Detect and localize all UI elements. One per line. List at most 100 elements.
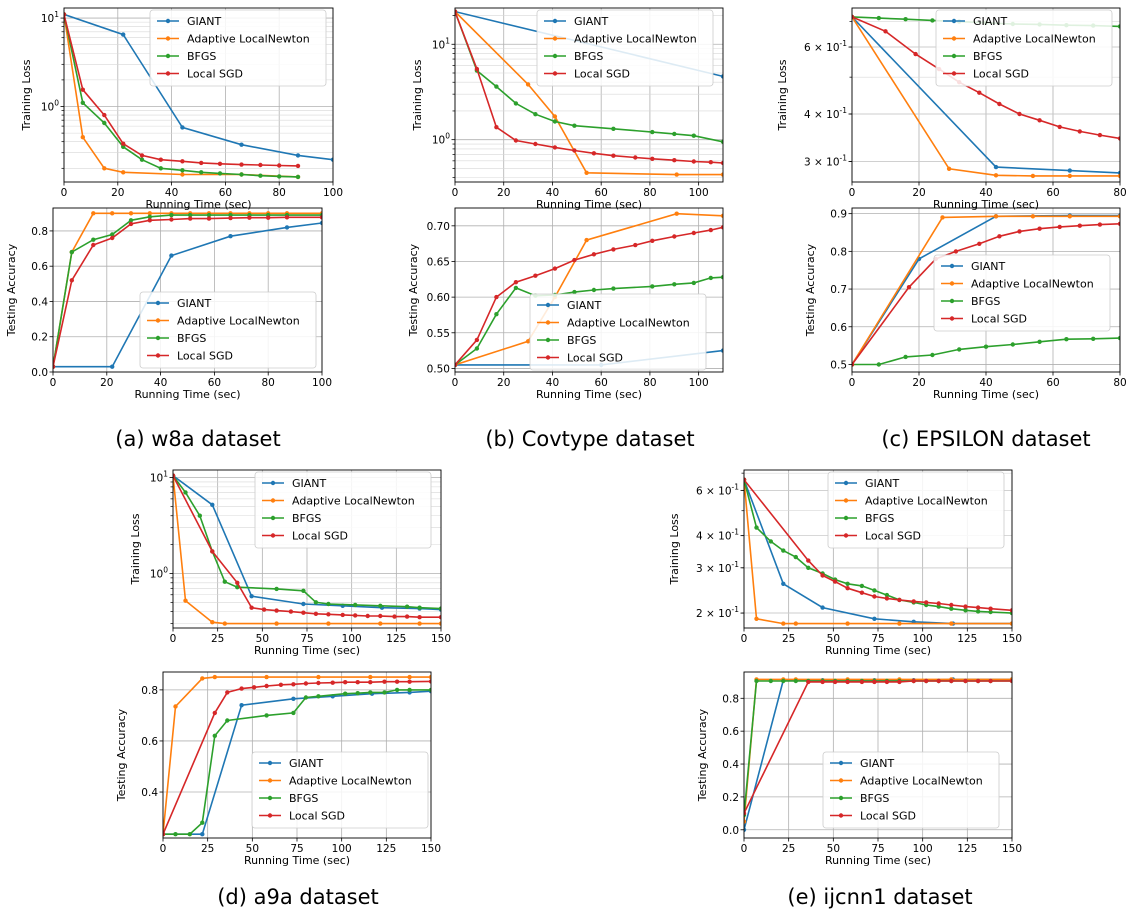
data-point [222,579,227,584]
data-point [1097,132,1103,138]
legend-marker [951,53,957,59]
legend-label: Adaptive LocalNewton [973,33,1096,46]
data-point [820,679,825,685]
data-point [494,84,499,89]
data-point [343,691,348,696]
data-point [180,168,185,173]
data-point [368,680,373,685]
data-point [924,678,929,684]
legend-marker [545,302,551,308]
y-tick-label: 0.8 [141,685,158,697]
series-bfgs [455,9,723,144]
y-tick-label: 0.8 [31,226,48,238]
data-point [326,601,331,607]
data-point [650,129,655,135]
legend-label: Local SGD [292,530,348,543]
legend-label: Adaptive LocalNewton [567,317,690,330]
y-axis-label: Testing Accuracy [804,243,817,337]
legend-marker [155,335,161,341]
x-tick-label: 25 [201,843,214,855]
data-point [295,174,301,180]
legend-marker [270,533,276,538]
data-point [911,678,916,684]
data-point [897,621,902,626]
data-point [91,211,96,216]
series-bfgs [64,12,301,180]
data-point [884,679,890,685]
data-point [584,237,589,243]
y-tick-label: 3 × 10-1 [696,560,739,575]
y-axis-label: Training Loss [776,59,789,131]
legend-label: Local SGD [973,68,1029,81]
data-point [212,674,217,680]
data-point [340,612,345,618]
series-local-sgd [744,477,1012,613]
x-tick-label: 125 [957,633,977,645]
x-tick-label: 40 [154,377,167,389]
data-point [720,74,723,79]
data-point [633,242,638,248]
data-point [355,691,360,696]
chart-3: 0 20 40 60 803 × 10-14 × 10-16 × 10-1Running… [776,7,1127,211]
chart-2: 0 20 40 60 80 100 100 101 Running Time (sec) Trai… [411,7,724,211]
legend-box [935,9,1113,87]
legend-box [827,471,1005,549]
legend-marker [165,36,171,41]
data-point [584,170,589,175]
x-axis-label: Running Time (sec) [134,388,240,401]
data-point [572,289,577,295]
data-point [102,166,107,171]
y-tick-label: 6 × 10-1 [804,39,847,54]
data-point [235,580,240,585]
legend: GIANT Adaptive LocalNewton BFGS Local SGD [254,471,432,549]
x-tick-label: 0 [741,843,748,855]
legend-marker [552,53,558,59]
data-point [80,100,86,106]
data-point [291,696,296,701]
data-point [897,679,902,685]
data-point [274,586,279,592]
data-point [768,539,773,544]
series-local-sgd [53,215,322,369]
data-point [552,266,558,271]
legend-label: Adaptive LocalNewton [187,33,310,46]
data-point [210,620,215,625]
data-point [1009,621,1012,626]
data-point [147,218,152,223]
y-tick-label: 6 × 10-1 [696,482,739,497]
data-point [343,680,348,685]
data-point [930,352,935,358]
data-point [977,90,982,95]
legend: GIANT Adaptive LocalNewton BFGS Local SGD [251,751,429,829]
data-point [720,139,723,144]
legend-label: GIANT [860,757,895,770]
data-point [200,832,205,837]
data-point [128,218,134,223]
data-point [394,687,400,693]
x-axis-label: Running Time (sec) [244,854,350,867]
x-tick-label: 80 [1113,377,1126,389]
y-tick-label: 0.6 [830,322,847,334]
x-tick-label: 20 [912,187,925,199]
legend-marker [949,263,955,269]
x-tick-label: 150 [431,633,451,645]
data-point [720,213,723,218]
data-point [781,581,786,586]
legend-marker [155,353,161,358]
data-point [781,621,786,626]
x-axis-label: Running Time (sec) [825,644,931,657]
data-point [368,674,373,680]
y-tick-label: 0.2 [31,332,48,344]
data-point [239,142,244,147]
data-point [552,114,558,119]
data-point [953,249,959,254]
data-point [264,713,269,718]
legend-label: BFGS [971,295,1000,308]
x-tick-label: 40 [979,377,992,389]
data-point [936,604,941,609]
data-point [212,710,217,716]
subfigure-caption: (a) w8a dataset [115,427,280,451]
series-adaptive-localnewton [173,473,441,626]
data-point [1077,129,1083,134]
data-point [1064,337,1069,342]
